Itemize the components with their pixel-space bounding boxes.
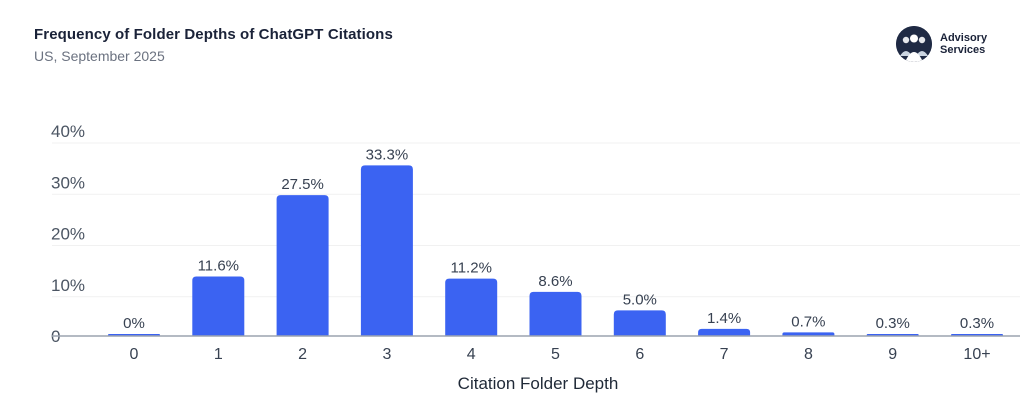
x-tick-label: 0 — [130, 346, 139, 363]
data-label: 33.3% — [366, 146, 409, 163]
bar — [360, 165, 413, 336]
chart-header: Frequency of Folder Depths of ChatGPT Ci… — [34, 26, 393, 64]
x-tick-label: 9 — [888, 346, 897, 363]
x-tick-label: 2 — [298, 346, 307, 363]
data-label: 0.7% — [791, 313, 825, 330]
brand-line-2: Services — [940, 44, 986, 56]
bar — [529, 291, 582, 336]
bar — [613, 310, 666, 336]
data-label: 8.6% — [538, 273, 572, 290]
x-tick-label: 5 — [551, 346, 560, 363]
data-label: 27.5% — [281, 176, 324, 193]
data-label: 0% — [123, 315, 145, 332]
y-tick-label: 20% — [51, 225, 85, 244]
data-label: 11.6% — [198, 258, 239, 275]
y-tick-label: 10% — [51, 276, 85, 295]
data-label: 0.3% — [960, 315, 994, 332]
bar — [698, 328, 751, 336]
x-tick-label: 8 — [804, 346, 813, 363]
data-label: 1.4% — [707, 310, 741, 327]
x-axis-title: Citation Folder Depth — [458, 374, 619, 393]
y-tick-label: 30% — [51, 173, 85, 192]
data-label: 0.3% — [876, 315, 910, 332]
x-tick-label: 4 — [467, 346, 476, 363]
chart-title: Frequency of Folder Depths of ChatGPT Ci… — [34, 26, 393, 43]
x-tick-label: 10+ — [963, 346, 990, 363]
data-label: 11.2% — [450, 260, 491, 277]
x-tick-label: 1 — [214, 346, 223, 363]
chart-subtitle: US, September 2025 — [34, 48, 165, 64]
x-tick-label: 3 — [382, 346, 391, 363]
x-tick-label: 7 — [720, 346, 729, 363]
y-tick-label: 40% — [51, 122, 85, 141]
x-tick-label: 6 — [635, 346, 644, 363]
bar — [276, 195, 329, 336]
brand-logo: Advisory Services — [896, 26, 987, 62]
bar — [192, 276, 245, 336]
brand-name: Advisory Services — [940, 32, 987, 56]
bar — [782, 332, 835, 336]
brand-line-1: Advisory — [940, 32, 988, 44]
bar — [445, 278, 498, 336]
people-group-icon — [896, 26, 932, 62]
data-label: 5.0% — [623, 291, 657, 308]
